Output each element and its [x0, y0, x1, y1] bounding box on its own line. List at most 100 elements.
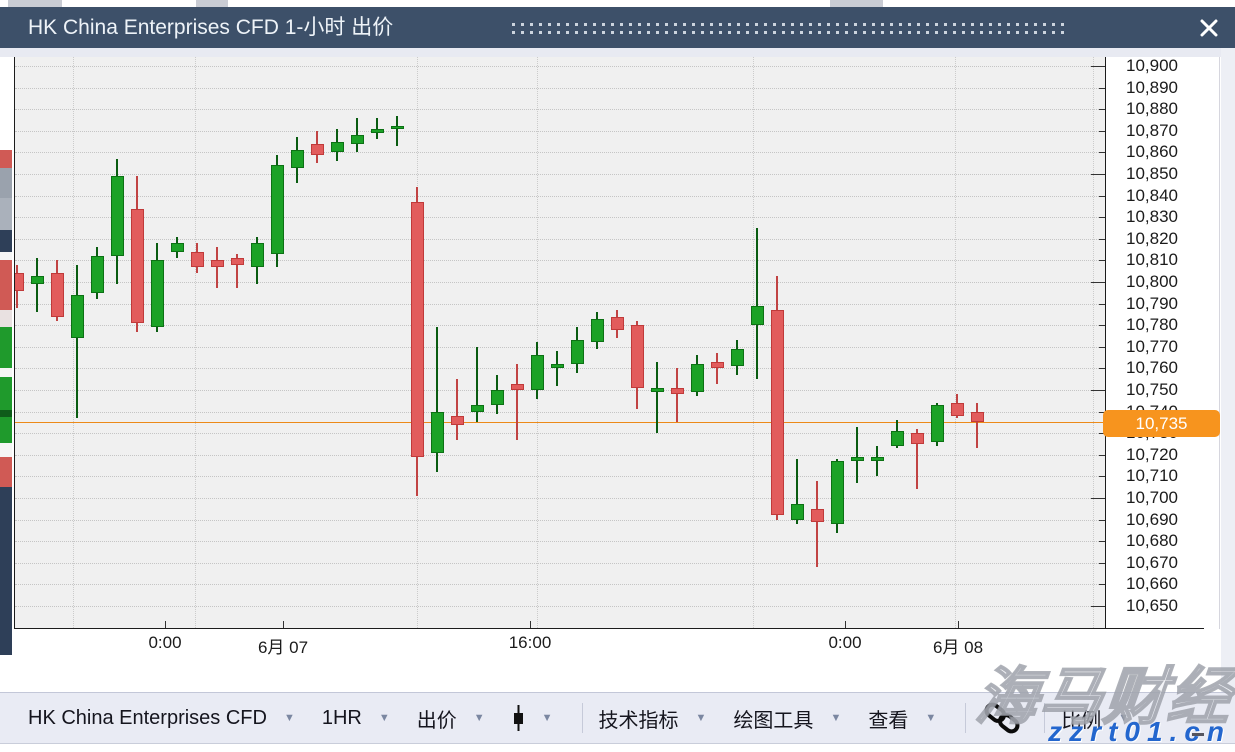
time-axis-label: 16:00 [508, 633, 552, 652]
gridline-horizontal [15, 433, 1105, 435]
scale-dropdown[interactable]: 比例 ▼ [1061, 704, 1129, 733]
interval-dropdown[interactable]: 1HR ▼ [322, 707, 390, 730]
candle-wick [876, 446, 878, 477]
close-icon [1200, 19, 1218, 37]
price-axis-tick [1091, 282, 1105, 283]
gridline-horizontal [15, 476, 1105, 478]
resize-grip[interactable] [1192, 733, 1204, 736]
gridline-vertical [195, 57, 196, 628]
candlestick [891, 431, 904, 447]
candlestick [351, 135, 364, 144]
price-axis-tick [1099, 238, 1105, 240]
chevron-down-icon: ▼ [830, 711, 842, 724]
price-axis-label: 10,650 [1126, 596, 1178, 615]
price-axis-tick [1099, 541, 1105, 543]
current-price-line [15, 422, 1105, 423]
candlestick [51, 273, 64, 317]
candlestick [191, 251, 204, 267]
gridline-horizontal [15, 368, 1105, 370]
cutoff-candle-fragment [0, 310, 12, 327]
price-axis-label: 10,860 [1126, 142, 1178, 162]
cutoff-candle-fragment [0, 368, 12, 377]
candle-wick [36, 258, 38, 313]
link-charts-icon [984, 702, 1020, 734]
candlestick [431, 411, 444, 453]
gridline-horizontal [15, 541, 1105, 543]
candlestick [151, 260, 164, 328]
price-axis-label: 10,700 [1126, 488, 1178, 507]
drawing-tools-dropdown[interactable]: 绘图工具 ▼ [733, 704, 841, 733]
time-axis-tick [165, 621, 166, 628]
candlestick [951, 402, 964, 416]
candlestick [611, 316, 624, 330]
gridline-horizontal [15, 411, 1105, 413]
gridline-horizontal [15, 217, 1105, 219]
plot-left-border [14, 57, 15, 629]
drag-handle[interactable] [512, 23, 1070, 35]
candle-wick [436, 327, 438, 473]
window-right-edge [1221, 48, 1235, 692]
candlestick [271, 165, 284, 254]
price-axis-label: 10,870 [1126, 120, 1178, 140]
technical-indicators-dropdown[interactable]: 技术指标 ▼ [599, 704, 707, 733]
price-axis-label: 10,710 [1126, 466, 1178, 486]
link-charts-button[interactable] [982, 701, 1022, 735]
chevron-down-icon: ▼ [283, 711, 295, 724]
time-axis-label: 0:00 [828, 633, 862, 652]
price-axis-tick [1099, 303, 1105, 305]
chevron-down-icon: ▼ [695, 711, 707, 724]
price-axis-label: 10,840 [1126, 185, 1178, 205]
candlestick [311, 143, 324, 155]
cutoff-candle-fragment [0, 443, 12, 457]
cutoff-candle-fragment [0, 410, 12, 417]
price-axis-label: 10,760 [1126, 358, 1178, 378]
title-bar: HK China Enterprises CFD 1-小时 出价 [0, 7, 1235, 48]
candlestick [971, 411, 984, 423]
candlestick [651, 387, 664, 393]
price-axis-tick [1099, 87, 1105, 89]
candlestick [31, 275, 44, 285]
close-button[interactable] [1195, 14, 1223, 42]
candle-wick [476, 346, 478, 423]
price-type-label: 出价 [416, 709, 457, 732]
gridline-horizontal [15, 562, 1105, 564]
candlestick [231, 258, 244, 265]
price-type-dropdown[interactable]: 出价 ▼ [417, 704, 485, 733]
candlestick [571, 340, 584, 365]
candle-wick [396, 115, 398, 146]
price-axis-label: 10,780 [1126, 315, 1178, 335]
candle-wick [816, 480, 818, 568]
candle-wick [76, 264, 78, 419]
candlestick [411, 202, 424, 457]
market-selector-dropdown[interactable]: HK China Enterprises CFD ▼ [28, 707, 295, 730]
candlestick [491, 390, 504, 406]
cutoff-candle-fragment [0, 230, 12, 252]
candlestick [91, 256, 104, 293]
candlestick [791, 504, 804, 520]
gridline-vertical [1093, 57, 1094, 628]
candlestick [451, 415, 464, 425]
chart-type-dropdown[interactable]: ▼ [512, 704, 553, 732]
price-axis-tick [1091, 606, 1105, 607]
cutoff-candle-fragment [0, 150, 12, 168]
gridline-vertical [73, 57, 74, 628]
cutoff-candle-fragment [0, 327, 12, 368]
candlestick [15, 273, 24, 291]
toolbar-separator [581, 703, 583, 733]
price-axis-tick [1099, 433, 1105, 435]
interval-label: 1HR [321, 706, 362, 729]
candle-wick [216, 247, 218, 289]
price-axis-label: 10,770 [1126, 336, 1178, 356]
view-dropdown[interactable]: 查看 ▼ [868, 704, 936, 733]
chart-plot-area[interactable] [15, 57, 1105, 628]
price-axis-label: 10,750 [1126, 380, 1178, 399]
price-axis-tick [1099, 519, 1105, 521]
price-axis-label: 10,690 [1126, 509, 1178, 529]
candle-wick [716, 353, 718, 384]
gridline-horizontal [15, 130, 1105, 132]
candlestick [511, 383, 524, 390]
candlestick [251, 243, 264, 267]
price-axis-line [1105, 57, 1106, 629]
price-axis-tick [1099, 454, 1105, 456]
